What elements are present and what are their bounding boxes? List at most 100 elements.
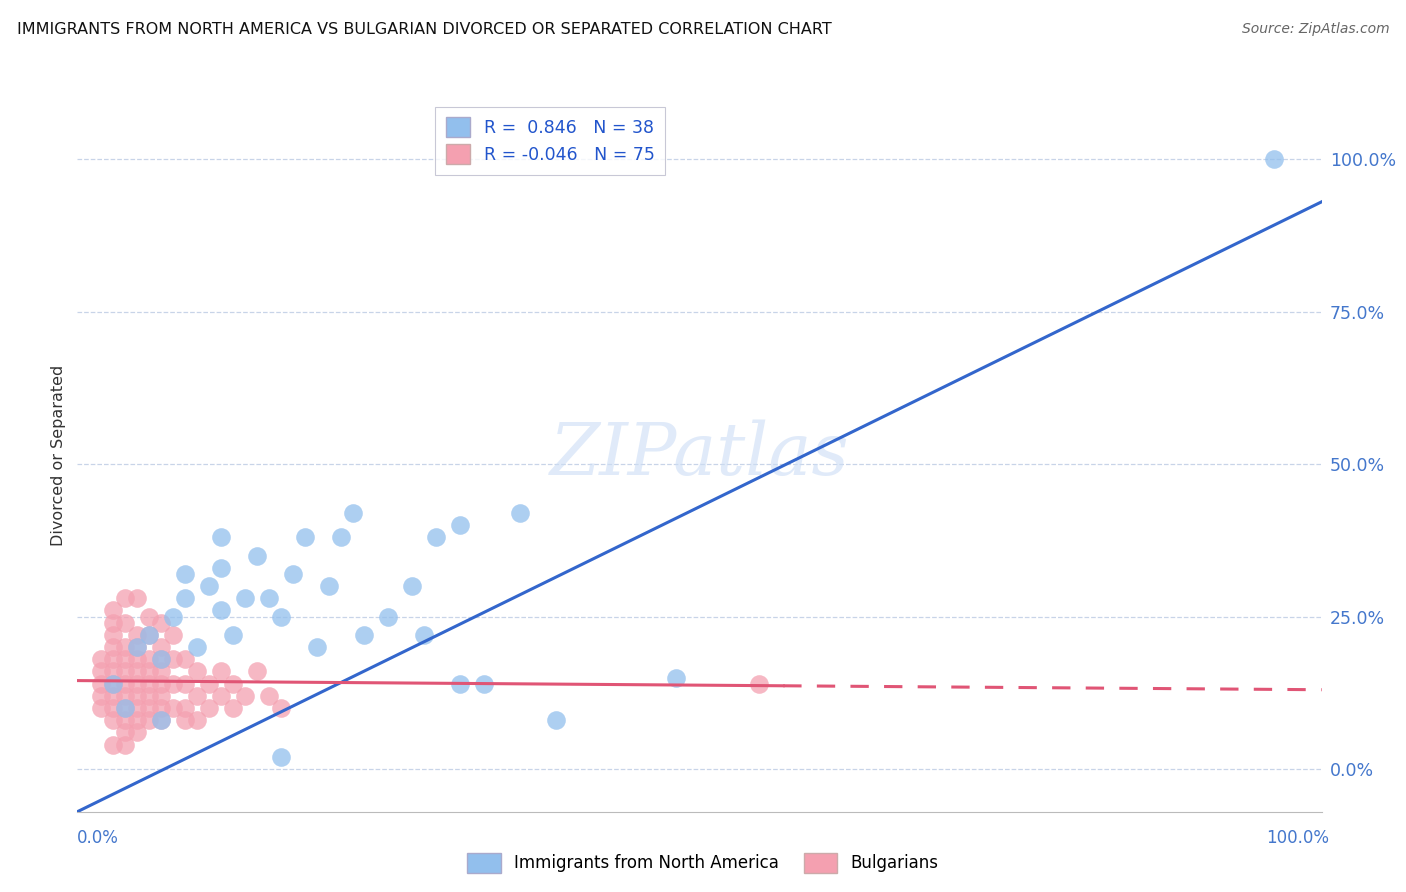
Point bbox=[222, 676, 245, 690]
Point bbox=[318, 579, 340, 593]
Point bbox=[222, 628, 245, 642]
Point bbox=[90, 701, 112, 715]
Point bbox=[246, 665, 269, 679]
Point bbox=[127, 701, 149, 715]
Point bbox=[174, 701, 197, 715]
Point bbox=[114, 665, 136, 679]
Point bbox=[174, 566, 197, 581]
Point bbox=[127, 676, 149, 690]
Point bbox=[270, 749, 292, 764]
Point bbox=[150, 652, 173, 666]
Point bbox=[222, 701, 245, 715]
Point bbox=[127, 628, 149, 642]
Point bbox=[174, 676, 197, 690]
Point bbox=[186, 665, 208, 679]
Point bbox=[90, 676, 112, 690]
Text: IMMIGRANTS FROM NORTH AMERICA VS BULGARIAN DIVORCED OR SEPARATED CORRELATION CHA: IMMIGRANTS FROM NORTH AMERICA VS BULGARI… bbox=[17, 22, 831, 37]
Point bbox=[90, 665, 112, 679]
Point bbox=[294, 530, 316, 544]
Point bbox=[162, 609, 184, 624]
Point bbox=[90, 689, 112, 703]
Point bbox=[664, 671, 686, 685]
Point bbox=[103, 652, 125, 666]
Point bbox=[209, 603, 232, 617]
Point bbox=[150, 689, 173, 703]
Point bbox=[233, 689, 256, 703]
Point bbox=[114, 640, 136, 654]
Point bbox=[103, 603, 125, 617]
Text: 100.0%: 100.0% bbox=[1265, 829, 1329, 847]
Point bbox=[114, 689, 136, 703]
Point bbox=[138, 701, 160, 715]
Point bbox=[186, 689, 208, 703]
Point bbox=[150, 676, 173, 690]
Point bbox=[103, 628, 125, 642]
Point bbox=[377, 609, 399, 624]
Point bbox=[114, 591, 136, 606]
Legend: R =  0.846   N = 38, R = -0.046   N = 75: R = 0.846 N = 38, R = -0.046 N = 75 bbox=[436, 107, 665, 175]
Point bbox=[103, 701, 125, 715]
Point bbox=[103, 676, 125, 690]
Point bbox=[1263, 152, 1285, 166]
Point bbox=[544, 713, 567, 727]
Point bbox=[329, 530, 352, 544]
Point bbox=[413, 628, 436, 642]
Point bbox=[103, 676, 125, 690]
Point bbox=[114, 652, 136, 666]
Point bbox=[150, 713, 173, 727]
Point bbox=[257, 591, 280, 606]
Point bbox=[103, 713, 125, 727]
Point bbox=[138, 628, 160, 642]
Point bbox=[114, 701, 136, 715]
Point bbox=[425, 530, 447, 544]
Text: Source: ZipAtlas.com: Source: ZipAtlas.com bbox=[1241, 22, 1389, 37]
Y-axis label: Divorced or Separated: Divorced or Separated bbox=[51, 364, 66, 546]
Point bbox=[270, 609, 292, 624]
Point bbox=[174, 652, 197, 666]
Point bbox=[257, 689, 280, 703]
Point bbox=[103, 665, 125, 679]
Point bbox=[162, 676, 184, 690]
Point bbox=[233, 591, 256, 606]
Point bbox=[150, 713, 173, 727]
Point bbox=[138, 609, 160, 624]
Point bbox=[114, 701, 136, 715]
Point bbox=[209, 665, 232, 679]
Point bbox=[103, 738, 125, 752]
Point bbox=[186, 640, 208, 654]
Point bbox=[150, 701, 173, 715]
Point bbox=[270, 701, 292, 715]
Text: 0.0%: 0.0% bbox=[77, 829, 120, 847]
Point bbox=[114, 676, 136, 690]
Point bbox=[449, 676, 471, 690]
Point bbox=[138, 652, 160, 666]
Point bbox=[114, 738, 136, 752]
Point bbox=[127, 689, 149, 703]
Point bbox=[401, 579, 423, 593]
Point bbox=[150, 615, 173, 630]
Point bbox=[342, 506, 364, 520]
Point bbox=[127, 725, 149, 739]
Point bbox=[127, 640, 149, 654]
Point bbox=[186, 713, 208, 727]
Point bbox=[748, 676, 770, 690]
Legend: Immigrants from North America, Bulgarians: Immigrants from North America, Bulgarian… bbox=[461, 847, 945, 880]
Point bbox=[103, 640, 125, 654]
Point bbox=[127, 713, 149, 727]
Point bbox=[509, 506, 531, 520]
Point bbox=[138, 665, 160, 679]
Point bbox=[127, 652, 149, 666]
Point bbox=[198, 701, 221, 715]
Point bbox=[114, 615, 136, 630]
Point bbox=[209, 689, 232, 703]
Point bbox=[305, 640, 328, 654]
Point bbox=[281, 566, 304, 581]
Point bbox=[127, 591, 149, 606]
Point bbox=[103, 615, 125, 630]
Point bbox=[198, 579, 221, 593]
Point bbox=[150, 665, 173, 679]
Point bbox=[209, 530, 232, 544]
Point bbox=[174, 713, 197, 727]
Point bbox=[138, 676, 160, 690]
Point bbox=[103, 689, 125, 703]
